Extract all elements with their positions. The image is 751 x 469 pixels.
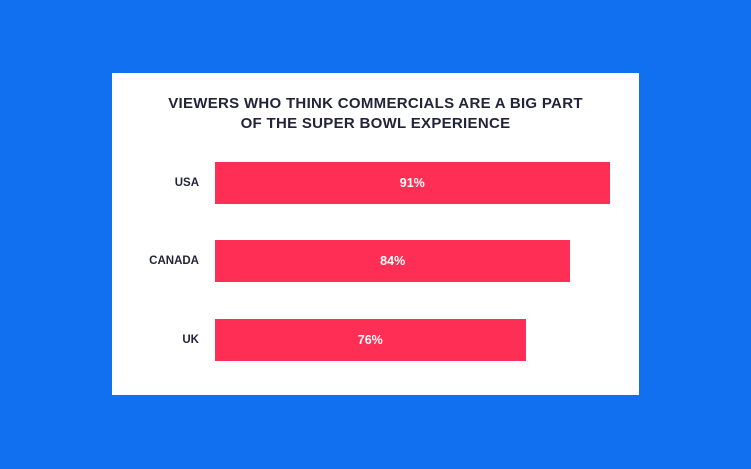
bar-row: USA 91% [112, 162, 639, 204]
category-label: UK [182, 334, 199, 346]
category-label: USA [174, 177, 199, 189]
data-label: 91% [399, 176, 425, 190]
bar: 91% [215, 162, 610, 204]
bar-row: UK 76% [112, 319, 639, 361]
category-label: CANADA [149, 255, 199, 267]
data-label: 76% [357, 333, 383, 347]
chart-card: VIEWERS WHO THINK COMMERCIALS ARE A BIG … [112, 73, 639, 395]
bar: 84% [215, 240, 571, 282]
bar-row: CANADA 84% [112, 240, 639, 282]
chart-title: VIEWERS WHO THINK COMMERCIALS ARE A BIG … [168, 95, 583, 132]
bar: 76% [215, 319, 526, 361]
data-label: 84% [380, 254, 406, 268]
